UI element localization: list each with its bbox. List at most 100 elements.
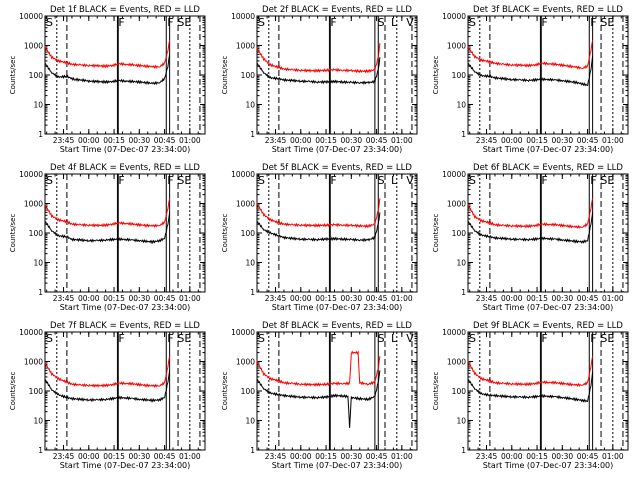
panel-title: Det 6f BLACK = Events, RED = LLD [473, 163, 623, 173]
y-tick-label: 1000 [236, 200, 255, 209]
y-tick-label: 100 [241, 387, 256, 396]
x-tick-label: 23:45 [53, 452, 75, 461]
x-axis-label: Start Time (07-Dec-07 23:34:00) [60, 303, 191, 312]
panel-title: Det 4f BLACK = Events, RED = LLD [50, 163, 200, 173]
event-flag: F [118, 16, 124, 29]
event-flag: F [118, 174, 124, 187]
y-tick-label: 100 [29, 387, 44, 396]
events-series-line [45, 54, 170, 84]
x-tick-label: 00:00 [501, 452, 523, 461]
event-flag: L [391, 174, 398, 187]
x-tick-label: 23:45 [265, 452, 287, 461]
lld-series-line [45, 198, 170, 226]
x-axis-label: Start Time (07-Dec-07 23:34:00) [272, 145, 403, 154]
event-flag: F [541, 332, 547, 345]
lld-series-line [468, 40, 593, 68]
y-tick-label: 1000 [447, 42, 466, 51]
x-tick-label: 00:45 [577, 294, 599, 303]
x-tick-label: 00:15 [526, 294, 548, 303]
event-flag: SE [600, 16, 614, 29]
event-flag: S [258, 332, 265, 345]
y-tick-label: 1000 [24, 42, 43, 51]
x-axis-label: Start Time (07-Dec-07 23:34:00) [272, 303, 403, 312]
x-tick-label: 00:15 [103, 136, 125, 145]
x-tick-label: 00:45 [366, 136, 388, 145]
y-tick-label: 1000 [447, 200, 466, 209]
detector-panel: Det 2f BLACK = Events, RED = LLD 1 10 100 10… [221, 5, 417, 154]
y-tick-label: 1 [250, 288, 255, 297]
y-tick-label: 100 [452, 229, 467, 238]
detector-panel: Det 8f BLACK = Events, RED = LLD11010010… [221, 321, 417, 470]
plot-frame [468, 332, 628, 450]
event-flag: L [391, 16, 398, 29]
y-tick-label: 10 [456, 417, 466, 426]
events-series-line [468, 56, 593, 86]
y-tick-label: 1000 [24, 200, 43, 209]
plot-frame [257, 16, 417, 134]
y-tick-label: 10 [33, 417, 43, 426]
y-tick-label: 100 [241, 71, 256, 80]
x-tick-label: 00:00 [78, 452, 100, 461]
x-tick-label: 00:30 [129, 452, 151, 461]
lld-series-line [45, 356, 170, 387]
y-tick-label: 100 [29, 229, 44, 238]
x-axis-label: Start Time (07-Dec-07 23:34:00) [60, 461, 191, 470]
plot-frame [257, 332, 417, 450]
event-flag: SE [600, 332, 614, 345]
y-tick-label: 100 [241, 229, 256, 238]
x-tick-label: 00:15 [526, 136, 548, 145]
plot-frame [45, 332, 205, 450]
x-tick-label: 01:00 [391, 452, 413, 461]
detector-panel: Det 6f BLACK = Events, RED = LLD11010010… [432, 163, 628, 312]
y-tick-label: 10 [245, 417, 255, 426]
y-tick-label: 10 [245, 101, 255, 110]
detector-panel: Det 7f BLACK = Events, RED = LLD11010010… [9, 321, 205, 470]
x-tick-label: 00:00 [78, 136, 100, 145]
y-tick-label: 1 [461, 446, 466, 455]
plot-frame [257, 174, 417, 292]
x-tick-label: 00:30 [129, 294, 151, 303]
x-tick-label: 23:45 [476, 294, 498, 303]
detector-panel: Det 9f BLACK = Events, RED = LLD 1 10 100 10… [432, 321, 628, 470]
event-flag: SE [600, 174, 614, 187]
event-flag: SE [177, 332, 191, 345]
x-tick-label: 23:45 [476, 452, 498, 461]
x-tick-label: 01:00 [391, 294, 413, 303]
x-tick-label: 00:30 [552, 452, 574, 461]
y-tick-label: 10 [456, 101, 466, 110]
lld-series-line [257, 198, 380, 227]
y-tick-label: 1000 [24, 358, 43, 367]
event-flag: F [541, 174, 547, 187]
x-tick-label: 00:45 [366, 294, 388, 303]
y-tick-label: 100 [452, 71, 467, 80]
event-flag: F [167, 174, 173, 187]
y-tick-label: 100 [452, 387, 467, 396]
event-flag: F [167, 332, 173, 345]
x-tick-label: 01:00 [179, 294, 201, 303]
event-flag: V [406, 16, 414, 29]
plot-frame [45, 16, 205, 134]
y-tick-label: 10000 [19, 12, 43, 21]
events-series-line [468, 372, 593, 402]
y-tick-label: 10000 [231, 12, 255, 21]
event-flag: S [378, 174, 385, 187]
event-flag: SE [177, 174, 191, 187]
detector-panel: Det 5f BLACK = Events, RED = LLD 1 10 100 10… [221, 163, 417, 312]
event-flag: F [330, 174, 336, 187]
y-axis-label: Counts/sec [432, 214, 440, 253]
lld-series-line [257, 352, 380, 386]
y-tick-label: 10000 [442, 170, 466, 179]
y-tick-label: 1 [461, 288, 466, 297]
y-tick-label: 10000 [19, 328, 43, 337]
x-tick-label: 00:45 [154, 136, 176, 145]
event-flag: S [46, 16, 53, 29]
x-tick-label: 00:00 [501, 136, 523, 145]
panel-title: Det 5f BLACK = Events, RED = LLD [262, 163, 412, 173]
x-tick-label: 00:30 [341, 294, 363, 303]
x-tick-label: 00:15 [103, 294, 125, 303]
detector-panel: Det 1f BLACK = Events, RED = LLD 1 10 100 10… [9, 5, 205, 154]
y-axis-label: Counts/sec [221, 372, 229, 411]
x-axis-label: Start Time (07-Dec-07 23:34:00) [483, 461, 614, 470]
y-tick-label: 10000 [442, 12, 466, 21]
